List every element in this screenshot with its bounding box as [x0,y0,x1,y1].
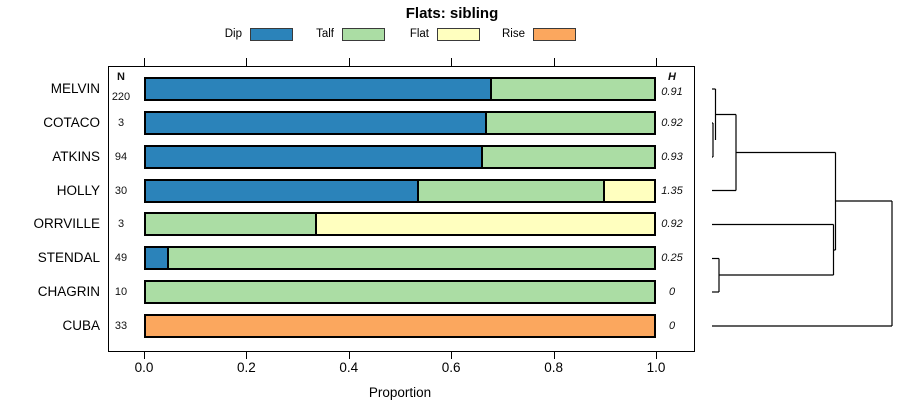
h-value-chagrin: 0 [668,286,676,299]
x-axis-tick-bottom [144,351,145,359]
h-value-atkins: 0.93 [661,150,683,163]
bar-segment-talf [146,282,654,303]
h-column-header: H [668,71,676,83]
x-axis-tick-top [144,58,145,66]
bar-segment-rise [146,316,654,336]
row-label-cuba: CUBA [62,318,100,333]
x-axis-tick-label: 0.6 [441,360,461,375]
bar-holly [144,178,656,203]
bar-segment-talf [489,79,654,99]
row-label-melvin: MELVIN [50,81,100,96]
n-value-holly: 30 [114,184,128,197]
n-value-chagrin: 10 [114,286,128,299]
x-axis-tick-bottom [348,351,350,359]
h-value-stendal: 0.25 [661,252,683,265]
row-label-chagrin: CHAGRIN [37,284,100,300]
bar-segment-flat [603,180,654,201]
plot-box [108,66,695,352]
legend-swatch-dip [250,28,293,41]
legend-swatch-talf [342,28,385,41]
bar-segment-dip [146,248,167,269]
bar-cotaco [144,110,656,135]
x-axis-tick-bottom [451,351,453,359]
x-axis-tick-label: 0.8 [544,360,563,375]
bar-orrville [144,212,656,237]
n-value-atkins: 94 [114,150,128,163]
n-value-melvin: 220 [111,91,131,103]
x-axis-tick-top [348,58,350,66]
bar-segment-talf [166,248,654,269]
x-axis-tick-label: 0.2 [237,360,256,375]
bar-segment-dip [146,112,485,133]
h-value-holly: 1.35 [661,184,683,197]
n-value-stendal: 49 [114,252,128,265]
h-value-cotaco: 0.92 [661,116,683,129]
bar-stendal [144,246,656,271]
row-label-stendal: STENDAL [37,250,100,266]
row-label-holly: HOLLY [56,182,100,198]
bar-segment-dip [146,79,490,99]
x-axis-tick-top [451,58,453,66]
x-axis-tick-bottom [553,351,555,359]
chart-title: Flats: sibling [405,5,499,22]
bar-segment-talf [484,112,654,133]
bar-atkins [144,144,656,169]
bar-segment-dip [146,146,482,167]
h-value-cuba: 0 [668,320,676,332]
n-value-orrville: 3 [117,218,125,231]
x-axis-tick-label: 0.0 [134,360,154,375]
x-axis-tick-top [553,58,555,66]
legend-swatch-flat [437,28,480,41]
h-value-melvin: 0.91 [661,86,683,98]
bar-segment-dip [146,180,417,201]
bar-melvin [144,77,656,101]
n-value-cuba: 33 [114,320,128,332]
x-axis-tick-top [656,58,657,66]
n-value-cotaco: 3 [117,116,125,129]
legend-label-rise: Rise [501,28,525,40]
x-axis-tick-top [246,58,248,66]
bar-cuba [144,314,656,338]
bar-segment-talf [481,146,654,167]
x-axis-tick-bottom [246,351,248,359]
x-axis-title: Proportion [368,385,432,400]
x-axis-tick-label: 1.0 [646,360,666,375]
legend-label-talf: Talf [316,28,334,40]
legend-label-dip: Dip [224,28,242,40]
legend-label-flat: Flat [409,28,429,40]
row-label-atkins: ATKINS [52,148,100,164]
row-label-cotaco: COTACO [43,114,100,130]
bar-segment-talf [416,180,604,201]
x-axis-tick-label: 0.4 [339,360,359,375]
bar-segment-talf [146,214,316,235]
bar-chagrin [144,280,656,305]
legend-swatch-rise [533,28,576,41]
h-value-orrville: 0.92 [661,218,683,231]
row-label-orrville: ORRVILLE [33,216,100,232]
x-axis-tick-bottom [656,351,657,359]
bar-segment-flat [315,214,654,235]
n-column-header: N [117,71,125,83]
